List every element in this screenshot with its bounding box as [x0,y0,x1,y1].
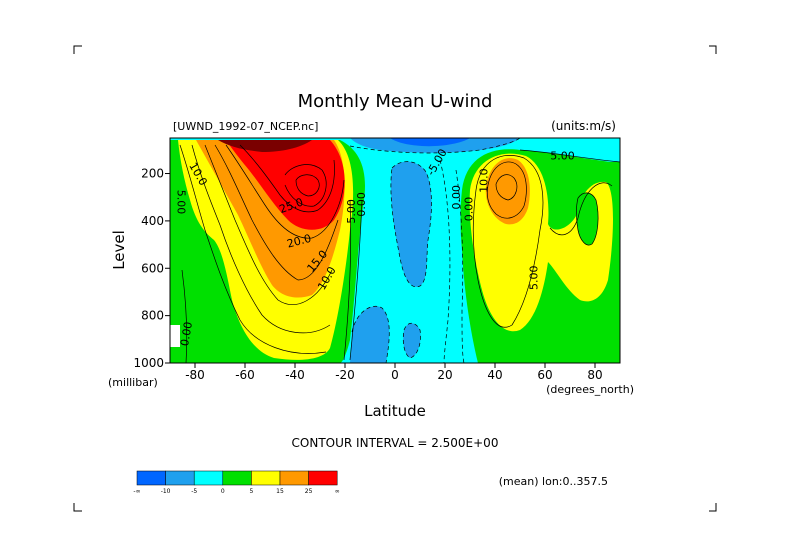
region-orange-north [485,158,530,225]
colorbar-swatch [193,470,224,486]
colorbar-label: 5 [249,488,253,495]
x-tick-label: -80 [185,368,205,382]
contour-label: 5.00 [175,190,188,215]
y-tick-label: 200 [141,167,164,181]
contour-label: 0.00 [450,185,463,210]
mean-note: (mean) lon:0..357.5 [499,475,608,488]
colorbar-label: 25 [305,488,313,495]
corner-marks [73,45,717,512]
x-tick-label: 40 [487,368,502,382]
colorbar-label: 0 [221,488,225,495]
plot-area [170,138,620,363]
contour-label: 5.00 [345,199,358,224]
x-axis-units: (degrees_north) [546,383,634,396]
colorbar-swatch [165,470,195,486]
colorbar-swatch [308,470,338,486]
region-green-north-inner [576,192,599,246]
region-white-patch [170,325,180,347]
y-tick-label: 1000 [133,356,164,370]
colorbar: -∞ -10 -5 0 5 15 25 ∞ [133,470,340,495]
y-tick-label: 800 [141,309,164,323]
chart-title: Monthly Mean U-wind [298,91,493,112]
colorbar-label: ∞ [335,488,340,495]
x-axis: -80 -60 -40 -20 0 20 40 60 80 [185,363,603,382]
dataset-label: [UWND_1992-07_NCEP.nc] [173,120,318,133]
x-tick-label: -60 [235,368,255,382]
y-axis-units: (millibar) [108,376,158,389]
contour-label: 10.0 [478,168,491,193]
colorbar-swatch [279,470,309,486]
colorbar-swatch [136,470,166,486]
contour-label: 5.00 [550,149,575,162]
colorbar-swatch [251,470,281,486]
x-tick-label: -40 [285,368,305,382]
contour-lines [179,144,620,363]
y-axis: 200 400 600 800 1000 [133,167,170,370]
colorbar-label: -5 [191,488,197,495]
x-tick-label: -20 [335,368,355,382]
region-blue-lower-mid [403,323,421,358]
colorbar-label: -∞ [133,488,140,495]
x-tick-label: 60 [537,368,552,382]
contour-label: 5.00 [528,265,541,290]
region-blue-lower-left [350,306,390,363]
region-dark-core [218,140,312,152]
negative-contour-lines [349,138,521,363]
contour-interval-text: CONTOUR INTERVAL = 2.500E+00 [292,436,499,450]
y-tick-label: 400 [141,214,164,228]
y-tick-label: 600 [141,261,164,275]
x-tick-label: 80 [587,368,602,382]
y-axis-title: Level [110,230,128,270]
units-label: (units:m/s) [551,119,616,133]
x-tick-label: 20 [437,368,452,382]
x-axis-title: Latitude [364,402,426,420]
contour-label: 0.00 [178,321,195,347]
colorbar-label: 15 [276,488,284,495]
region-blue-equator-upper [390,161,432,287]
contour-label: 0.00 [355,192,368,217]
colorbar-label: -10 [161,488,171,495]
contour-label: 0.00 [463,197,476,222]
x-tick-label: 0 [391,368,399,382]
colorbar-swatch [222,470,252,486]
contour-label: 20.0 [286,232,313,251]
region-deepblue-top [390,138,470,147]
